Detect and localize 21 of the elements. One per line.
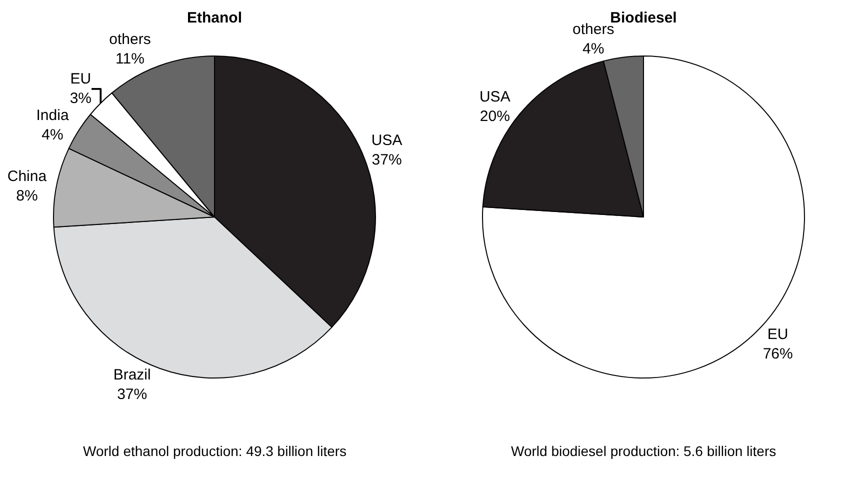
- slice-label: EU: [70, 70, 92, 88]
- data-label: 4%: [42, 126, 64, 144]
- data-label: 8%: [16, 187, 38, 204]
- slice-label: China: [7, 168, 48, 185]
- data-label: 11%: [116, 50, 144, 68]
- data-label: 3%: [70, 90, 92, 108]
- pie-slice: [482, 56, 805, 378]
- slice-label: USA: [371, 132, 402, 149]
- data-label: 76%: [762, 345, 793, 362]
- data-label: 37%: [372, 151, 402, 168]
- data-label: 37%: [117, 386, 148, 403]
- slice-label: USA: [479, 88, 510, 106]
- data-label: 20%: [480, 108, 510, 126]
- chart-title: Ethanol: [187, 10, 242, 26]
- slice-label: India: [36, 107, 70, 124]
- text: World biodiesel production: 5.6 billion liters: [511, 443, 776, 459]
- data-label: 4%: [582, 40, 604, 58]
- text: World ethanol production: 49.3 billion liters: [83, 443, 347, 459]
- slice-label: others: [109, 31, 151, 48]
- slice-label: Brazil: [113, 366, 151, 384]
- slice-label: EU: [767, 326, 788, 343]
